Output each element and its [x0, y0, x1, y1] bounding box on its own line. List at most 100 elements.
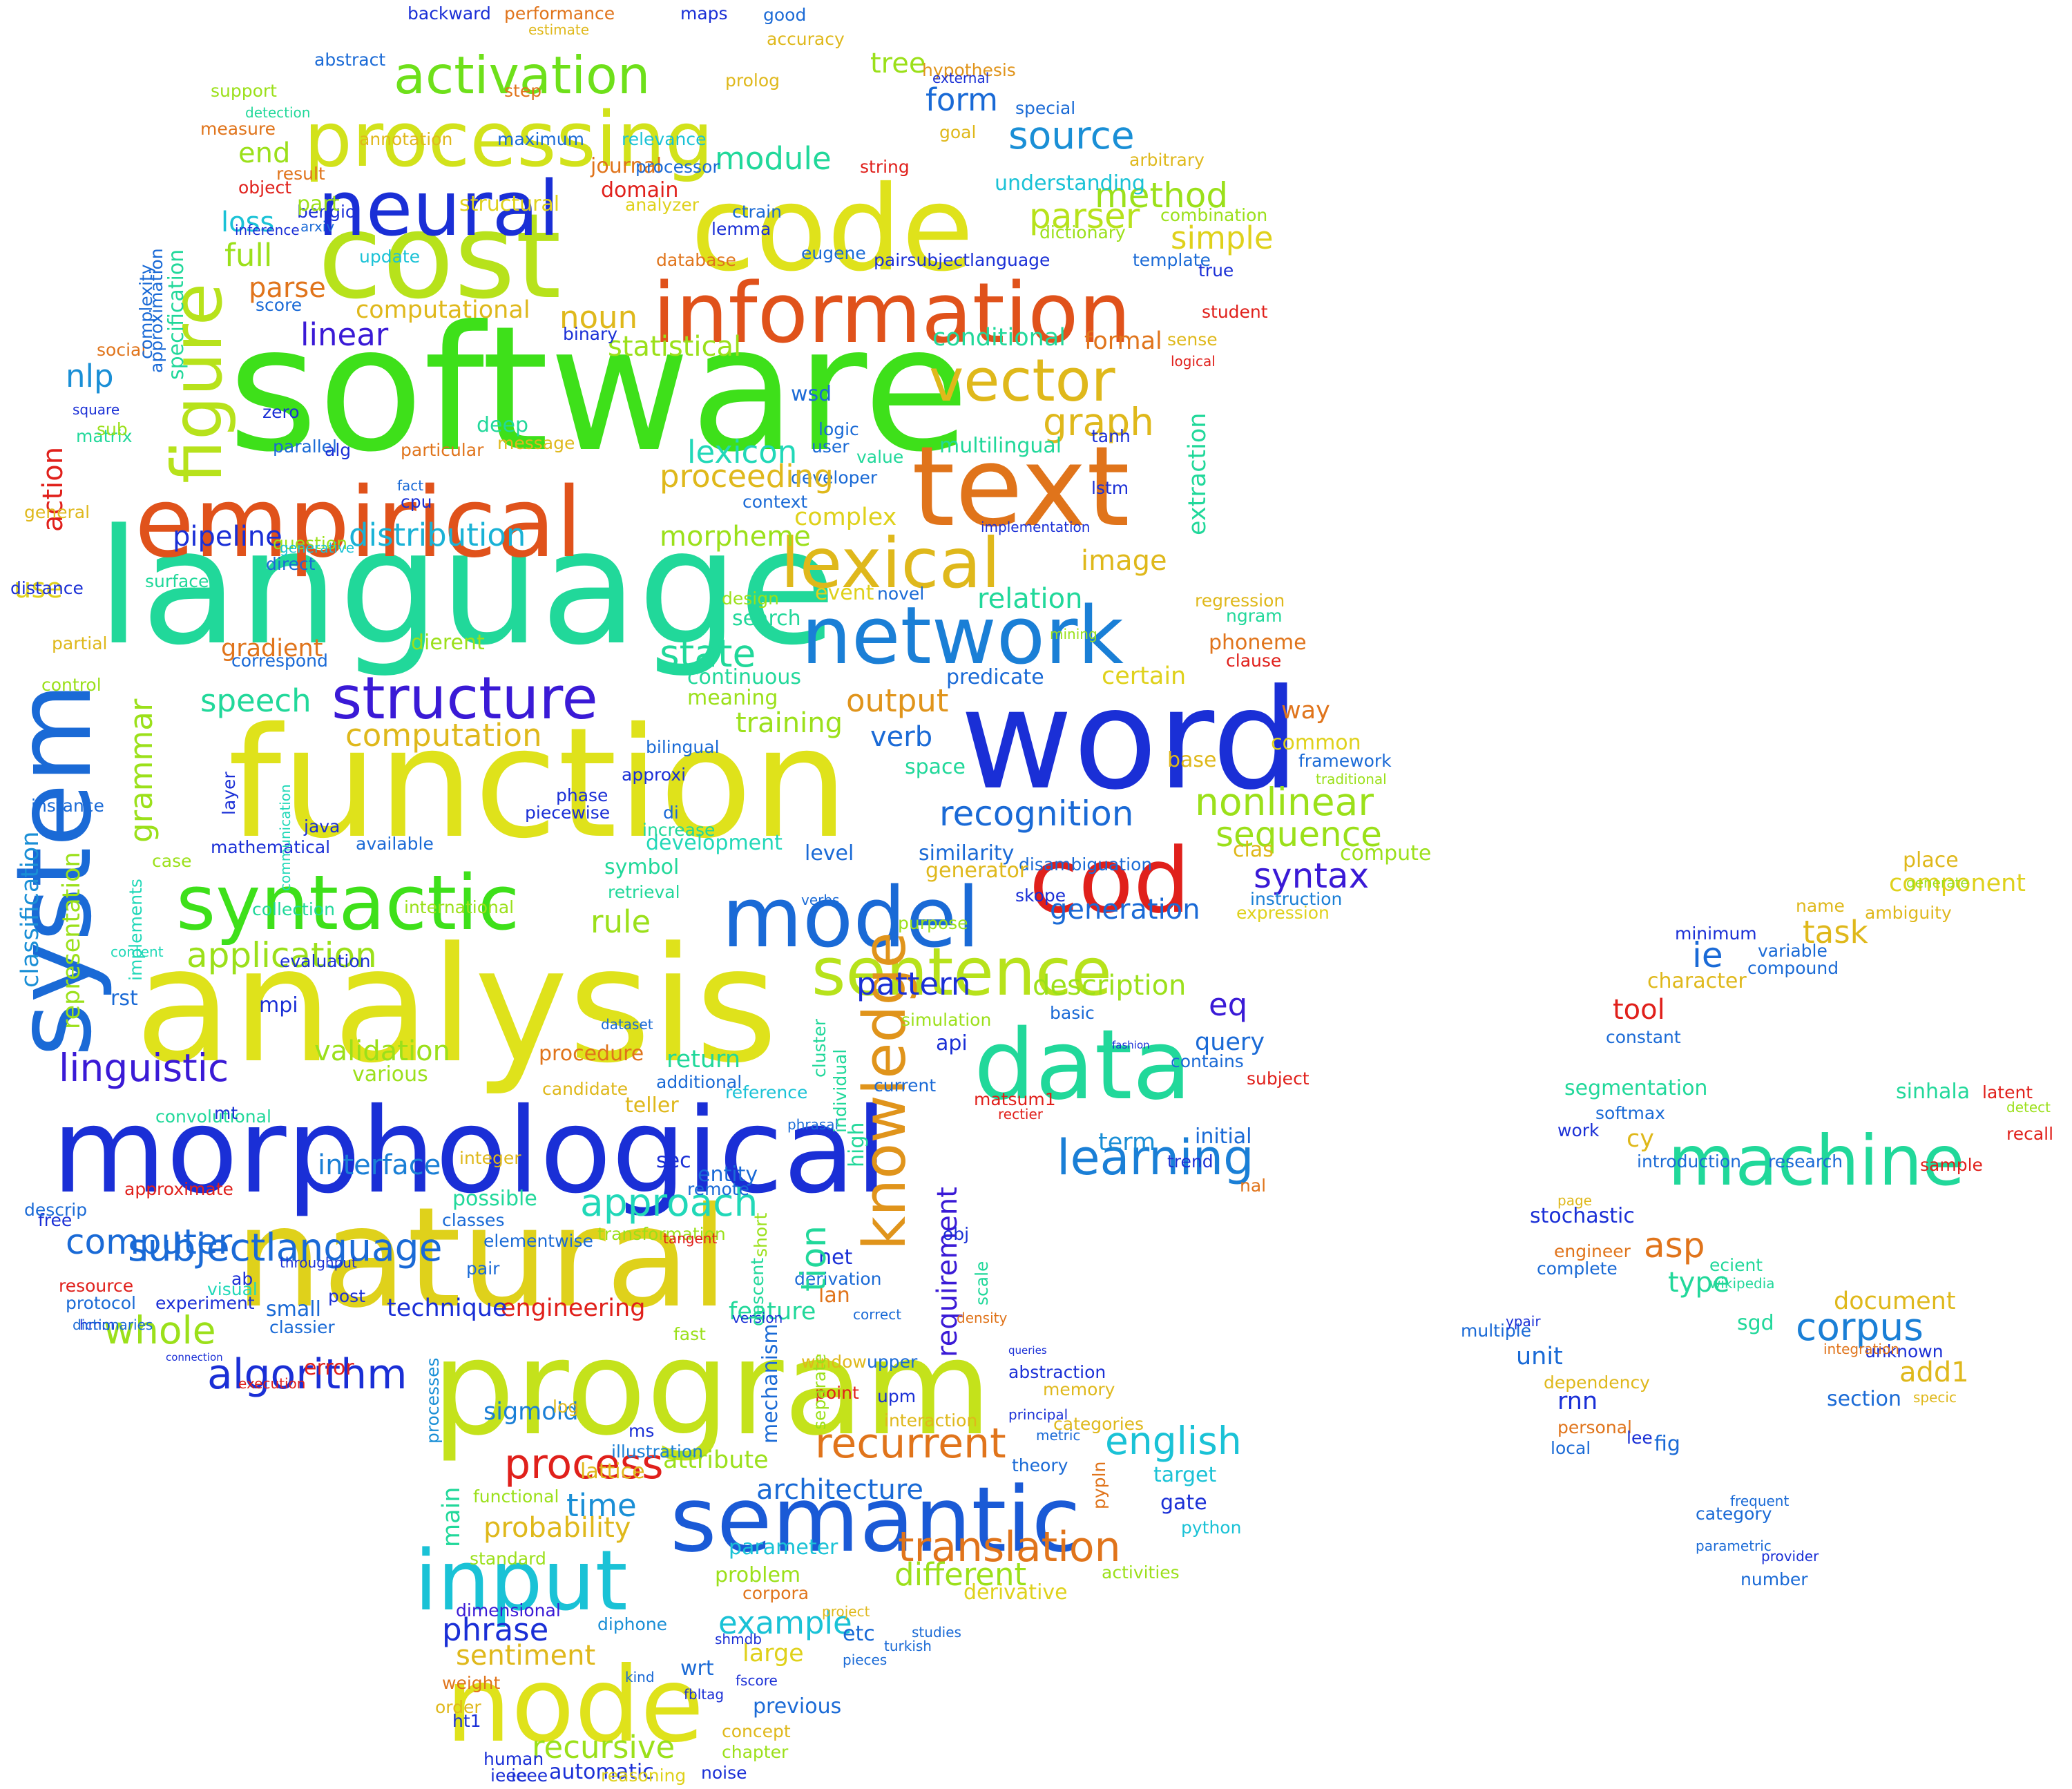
cloud-word-fscore: fscore — [736, 1672, 778, 1689]
cloud-word-task: task — [1803, 914, 1868, 950]
cloud-word-ngram: ngram — [1226, 606, 1283, 626]
cloud-word-computation: computation — [345, 717, 542, 754]
cloud-word-object: object — [238, 178, 291, 198]
cloud-word-node: node — [445, 1645, 704, 1766]
cloud-word-character: character — [1647, 969, 1747, 993]
cloud-word-symbol: symbol — [604, 855, 679, 879]
cloud-word-sgd: sgd — [1737, 1311, 1774, 1335]
cloud-word-continuous: continuous — [687, 665, 801, 689]
cloud-word-full: full — [224, 237, 272, 274]
cloud-word-available: available — [356, 834, 434, 854]
cloud-word-generator: generator — [925, 859, 1028, 883]
cloud-word-verb: verb — [870, 721, 932, 753]
cloud-word-processes: processes — [423, 1358, 443, 1444]
cloud-word-logic: logic — [818, 419, 859, 439]
cloud-word-version: version — [732, 1310, 783, 1326]
cloud-word-template: template — [1133, 250, 1211, 270]
cloud-word-ms: ms — [629, 1421, 654, 1441]
cloud-word-java: java — [303, 816, 340, 836]
cloud-word-measure: measure — [200, 119, 276, 139]
cloud-word-user: user — [812, 437, 850, 457]
cloud-word-transformation: transformation — [597, 1224, 726, 1244]
cloud-word-cy: cy — [1627, 1125, 1654, 1153]
cloud-word-parametric: parametric — [1696, 1538, 1772, 1554]
cloud-word-automatic: automatic — [549, 1760, 654, 1784]
cloud-word-eq: eq — [1209, 986, 1247, 1023]
cloud-word-verbs: verbs — [801, 892, 839, 908]
cloud-word-correct: correct — [853, 1306, 901, 1323]
cloud-word-deep: deep — [477, 413, 528, 437]
cloud-word-use: use — [14, 573, 63, 604]
cloud-word-mechanism: mechanism — [758, 1323, 783, 1444]
cloud-word-number: number — [1740, 1569, 1808, 1589]
cloud-word-parallel: parallel — [273, 437, 337, 457]
cloud-word-backward: backward — [407, 3, 491, 23]
cloud-word-external: external — [932, 70, 989, 86]
cloud-word-window: window — [801, 1352, 867, 1372]
cloud-word-lee: lee — [1627, 1428, 1653, 1448]
cloud-word-rectier: rectier — [998, 1106, 1044, 1122]
cloud-word-domain: domain — [601, 178, 678, 202]
cloud-word-activation: activation — [394, 45, 650, 106]
cloud-word-mpi: mpi — [259, 993, 298, 1017]
cloud-word-pipeline: pipeline — [173, 521, 282, 553]
cloud-word-control: control — [41, 675, 102, 695]
cloud-word-computer: computer — [66, 1222, 233, 1262]
cloud-word-application: application — [186, 935, 377, 975]
cloud-word-ecient: ecient — [1709, 1255, 1763, 1275]
cloud-word-personal: personal — [1557, 1417, 1632, 1437]
cloud-word-free: free — [38, 1210, 72, 1230]
cloud-word-interaction: interaction — [884, 1410, 977, 1431]
cloud-word-sentence: sentence — [812, 935, 1112, 1011]
cloud-word-principal: principal — [1008, 1406, 1068, 1423]
cloud-word-novel: novel — [877, 584, 924, 604]
cloud-word-partial: partial — [52, 633, 107, 653]
cloud-word-speech: speech — [200, 682, 311, 719]
cloud-word-computational: computational — [356, 296, 530, 324]
cloud-word-detect: detect — [2006, 1099, 2051, 1116]
cloud-word-simple: simple — [1171, 220, 1274, 256]
cloud-word-elementwise: elementwise — [483, 1231, 593, 1251]
cloud-word-current: current — [874, 1075, 936, 1096]
cloud-word-stochastic: stochastic — [1530, 1204, 1635, 1228]
cloud-word-probability: probability — [483, 1512, 631, 1544]
cloud-word-error: error — [304, 1356, 354, 1380]
cloud-word-fast: fast — [673, 1324, 706, 1344]
cloud-word-metric: metric — [1036, 1427, 1080, 1444]
cloud-word-recognition: recognition — [939, 794, 1133, 834]
cloud-word-abstraction: abstraction — [1008, 1362, 1106, 1382]
cloud-word-illustration: illustration — [611, 1442, 703, 1462]
cloud-word-analyzer: analyzer — [625, 195, 700, 215]
cloud-word-generation: generation — [1050, 894, 1200, 926]
cloud-word-concept: concept — [722, 1721, 791, 1741]
cloud-word-approach: approach — [580, 1180, 758, 1225]
cloud-word-zero: zero — [262, 402, 300, 422]
cloud-word-maximum: maximum — [497, 129, 584, 149]
cloud-word-particular: particular — [401, 440, 484, 460]
cloud-word-main: main — [438, 1487, 466, 1547]
cloud-word-binary: binary — [563, 324, 617, 344]
cloud-word-model: model — [722, 870, 980, 966]
cloud-word-place: place — [1903, 848, 1959, 872]
cloud-word-corpus: corpus — [1796, 1305, 1924, 1349]
cloud-word-categories: categories — [1053, 1414, 1144, 1434]
cloud-word-input: input — [414, 1533, 628, 1629]
cloud-word-ieee: ieee — [511, 1766, 548, 1786]
cloud-word-specic: specic — [1913, 1389, 1957, 1406]
cloud-word-protocol: protocol — [66, 1293, 136, 1313]
cloud-word-special: special — [1015, 98, 1075, 118]
cloud-word-vector: vector — [929, 347, 1115, 415]
cloud-word-form: form — [925, 82, 998, 118]
cloud-word-machine: machine — [1668, 1120, 1965, 1201]
cloud-word-tangent: tangent — [663, 1230, 717, 1247]
cloud-word-tree: tree — [870, 48, 925, 79]
cloud-word-pairsubjectlanguage: pairsubjectlanguage — [874, 250, 1050, 270]
cloud-word-work: work — [1557, 1120, 1600, 1140]
cloud-word-developer: developer — [791, 468, 878, 488]
cloud-word-annotation: annotation — [359, 129, 452, 149]
cloud-word-processing: processing — [304, 95, 713, 184]
cloud-word-gradient: gradient — [221, 635, 323, 662]
cloud-word-system: system — [0, 682, 115, 1057]
cloud-word-corpora: corpora — [742, 1583, 809, 1603]
